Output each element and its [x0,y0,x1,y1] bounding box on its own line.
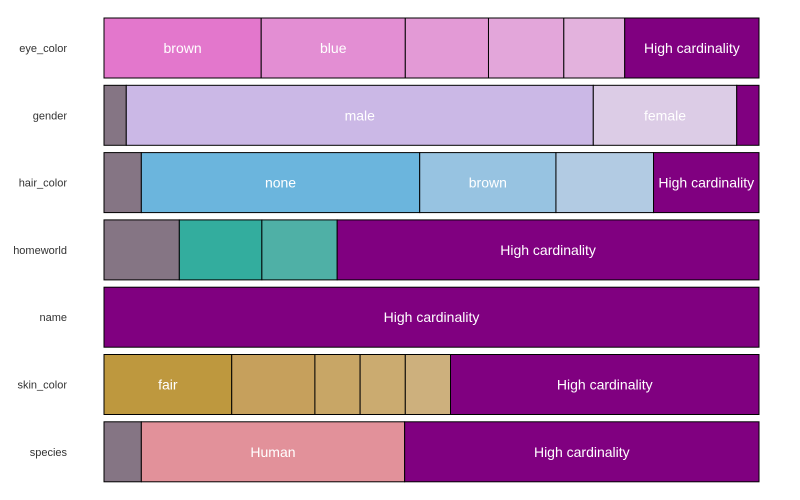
bar-segment [140,421,406,483]
bar-segment [563,17,626,79]
row-skin-color: skin_color fair High cardinality [17,354,760,415]
bar-segment [736,84,760,146]
row-species: species Human High cardinality [30,421,760,483]
bar-segment [103,421,142,483]
segment-label: High cardinality [500,242,596,258]
bar-segment [336,219,760,281]
bar-segment [359,354,406,415]
bar-segment [125,84,594,146]
bar-segment [103,286,760,348]
segment-label: High cardinality [658,175,754,191]
bar-segment [140,152,421,214]
row-hair-color: hair_color none brown High cardinality [19,152,760,214]
row-homeworld: homeworld High cardinality [13,219,760,281]
segment-label: brown [164,40,202,56]
row-eye-color: eye_color brown blue High cardinality [19,17,760,79]
segment-label: High cardinality [384,309,480,325]
segment-label: blue [320,40,347,56]
row-label: eye_color [19,43,67,55]
row-label: hair_color [19,178,68,190]
segment-label: High cardinality [534,444,630,460]
row-label: species [30,447,68,459]
row-gender: gender male female [33,84,760,146]
bar-segment [103,152,142,214]
bar-segment [624,17,760,79]
bar-segment [261,219,338,281]
segment-label: High cardinality [644,40,740,56]
bar-segment [103,17,262,79]
bar-segment [231,354,316,415]
bar-segment [487,17,565,79]
bar-segment [404,17,489,79]
row-label: homeworld [13,245,67,257]
bar-segment [260,17,406,79]
row-name: name High cardinality [39,286,760,348]
bar-segment [419,152,557,214]
bar-segment [404,421,760,483]
row-label: name [39,312,67,324]
bar-segment [178,219,263,281]
bar-segment [592,84,738,146]
row-label: skin_color [17,380,67,392]
bar-segment [450,354,760,415]
bar-segment [404,354,451,415]
segment-label: brown [469,175,507,191]
bar-segment [314,354,361,415]
row-label: gender [33,110,68,122]
segment-label: High cardinality [557,377,653,393]
segment-label: none [265,175,296,191]
bar-segment [103,219,180,281]
bar-segment [653,152,760,214]
bar-segment [555,152,655,214]
segment-label: male [345,107,376,123]
segment-label: fair [158,377,178,393]
segment-label: Human [250,444,295,460]
bar-segment [103,84,127,146]
segment-label: female [644,107,686,123]
